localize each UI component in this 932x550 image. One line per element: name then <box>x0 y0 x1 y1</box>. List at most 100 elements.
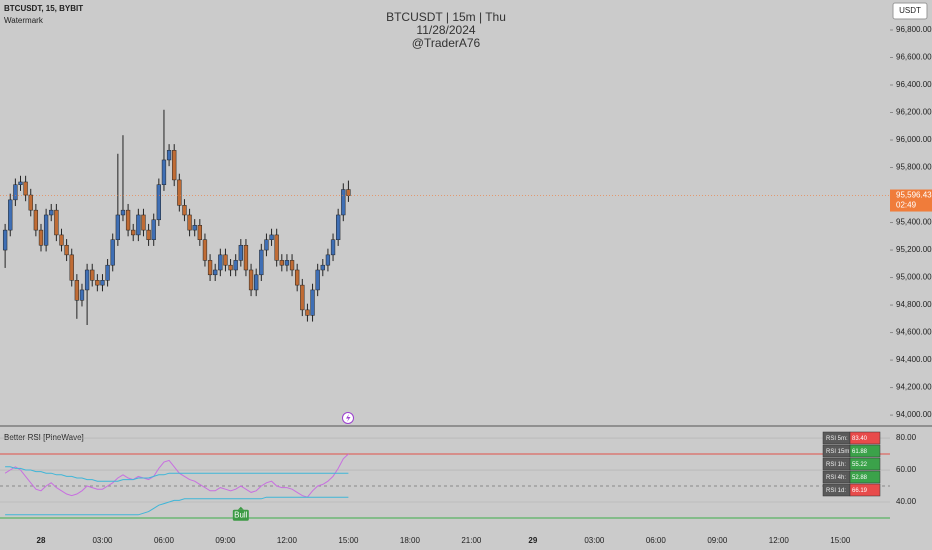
symbol-label: BTCUSDT, 15, BYBIT <box>4 4 83 13</box>
x-tick-label: 03:00 <box>584 536 605 545</box>
y-tick-label: 96,800.00 <box>896 25 932 34</box>
candle-body <box>254 274 259 291</box>
y-tick-label: 80.00 <box>896 433 917 442</box>
candle-body <box>146 229 151 240</box>
table-value: 83.40 <box>852 436 868 442</box>
table-label: RSI 1h: <box>826 462 846 468</box>
candle-body <box>346 189 351 196</box>
candle-body <box>100 280 105 286</box>
candle-body <box>300 284 305 311</box>
candle-body <box>182 205 187 216</box>
table-value: 66.19 <box>852 488 868 494</box>
table-label: RSI 15m: <box>826 449 851 455</box>
candle-body <box>33 209 39 231</box>
candle-body <box>79 289 85 301</box>
y-tick-label: 96,600.00 <box>896 53 932 62</box>
signal-badge <box>232 509 249 521</box>
candle-body <box>202 239 208 261</box>
candle-body <box>84 269 90 291</box>
y-tick-label: 94,400.00 <box>896 355 932 364</box>
candle-body <box>38 229 44 246</box>
candle-body <box>238 244 243 261</box>
candle-body <box>320 264 325 271</box>
candle-body <box>172 150 177 181</box>
y-tick-label: 95,200.00 <box>896 245 932 254</box>
candle-body <box>156 184 161 221</box>
y-tick-label: 96,200.00 <box>896 108 932 117</box>
candle-body <box>120 209 126 216</box>
candle-body <box>177 179 182 206</box>
x-tick-label: 15:00 <box>338 536 359 545</box>
x-tick-label: 21:00 <box>461 536 482 545</box>
candle-body <box>49 209 54 216</box>
event-icon-bolt <box>346 414 351 422</box>
candle-body <box>207 260 213 276</box>
table-label: RSI 5m: <box>826 436 848 442</box>
candle-body <box>279 260 284 266</box>
candle-body <box>125 209 131 231</box>
candle-body <box>213 269 218 276</box>
last-price-badge <box>890 189 932 212</box>
watermark-line: 11/28/2024 <box>416 23 475 37</box>
candle-body <box>13 184 18 201</box>
candle-body <box>110 239 115 266</box>
candle-body <box>69 254 74 281</box>
candle-body <box>8 199 13 231</box>
y-tick-label: 95,800.00 <box>896 163 932 172</box>
candle-body <box>228 264 233 271</box>
candle-body <box>74 280 80 301</box>
y-tick-label: 95,400.00 <box>896 218 932 227</box>
candle-body <box>341 189 346 216</box>
table-value: 55.22 <box>852 462 868 468</box>
y-tick-label: 94,600.00 <box>896 328 932 337</box>
signal-label: Bull <box>234 510 248 519</box>
table-value: 52.88 <box>852 475 868 481</box>
candle-body <box>192 225 197 231</box>
y-tick-label: 96,400.00 <box>896 80 932 89</box>
candle-body <box>43 214 49 246</box>
x-tick-label: 09:00 <box>215 536 236 545</box>
watermark-line: BTCUSDT | 15m | Thu <box>386 10 506 24</box>
table-value: 61.88 <box>852 449 868 455</box>
table-value-cell <box>849 457 881 471</box>
x-tick-label: 09:00 <box>707 536 728 545</box>
candle-body <box>305 309 310 316</box>
candle-body <box>64 244 69 256</box>
rsi-line <box>5 496 349 516</box>
candle-body <box>59 234 64 246</box>
candle-body <box>325 254 331 266</box>
candle-body <box>136 214 141 236</box>
candle-body <box>90 269 95 281</box>
candle-body <box>259 249 264 276</box>
candle-body <box>330 239 336 256</box>
indicator-label: Watermark <box>4 16 44 25</box>
candle-body <box>105 264 110 281</box>
y-tick-label: 60.00 <box>896 465 917 474</box>
candle-body <box>310 289 315 316</box>
currency-button[interactable] <box>892 2 928 20</box>
candle-body <box>274 234 279 261</box>
candle-body <box>264 239 269 251</box>
x-tick-label: 06:00 <box>646 536 667 545</box>
y-tick-label: 96,000.00 <box>896 135 932 144</box>
candle-body <box>295 269 300 286</box>
candle-body <box>151 219 156 240</box>
candle-body <box>284 260 290 266</box>
candle-body <box>2 229 8 251</box>
candle-body <box>269 234 274 240</box>
table-label: RSI 1d: <box>826 488 846 494</box>
x-tick-label: 12:00 <box>769 536 790 545</box>
rsi-title: Better RSI [PineWave] <box>4 433 84 442</box>
last-price-label: 95,596.43 <box>896 191 932 200</box>
candle-body <box>243 244 249 271</box>
rsi-line <box>4 453 349 498</box>
y-tick-label: 94,800.00 <box>896 300 932 309</box>
watermark-line: @TraderA76 <box>412 36 481 50</box>
candle-body <box>54 209 59 236</box>
currency-label[interactable]: USDT <box>899 6 921 15</box>
rsi-line <box>5 466 349 482</box>
candle-body <box>289 260 295 271</box>
candle-body <box>233 260 238 271</box>
